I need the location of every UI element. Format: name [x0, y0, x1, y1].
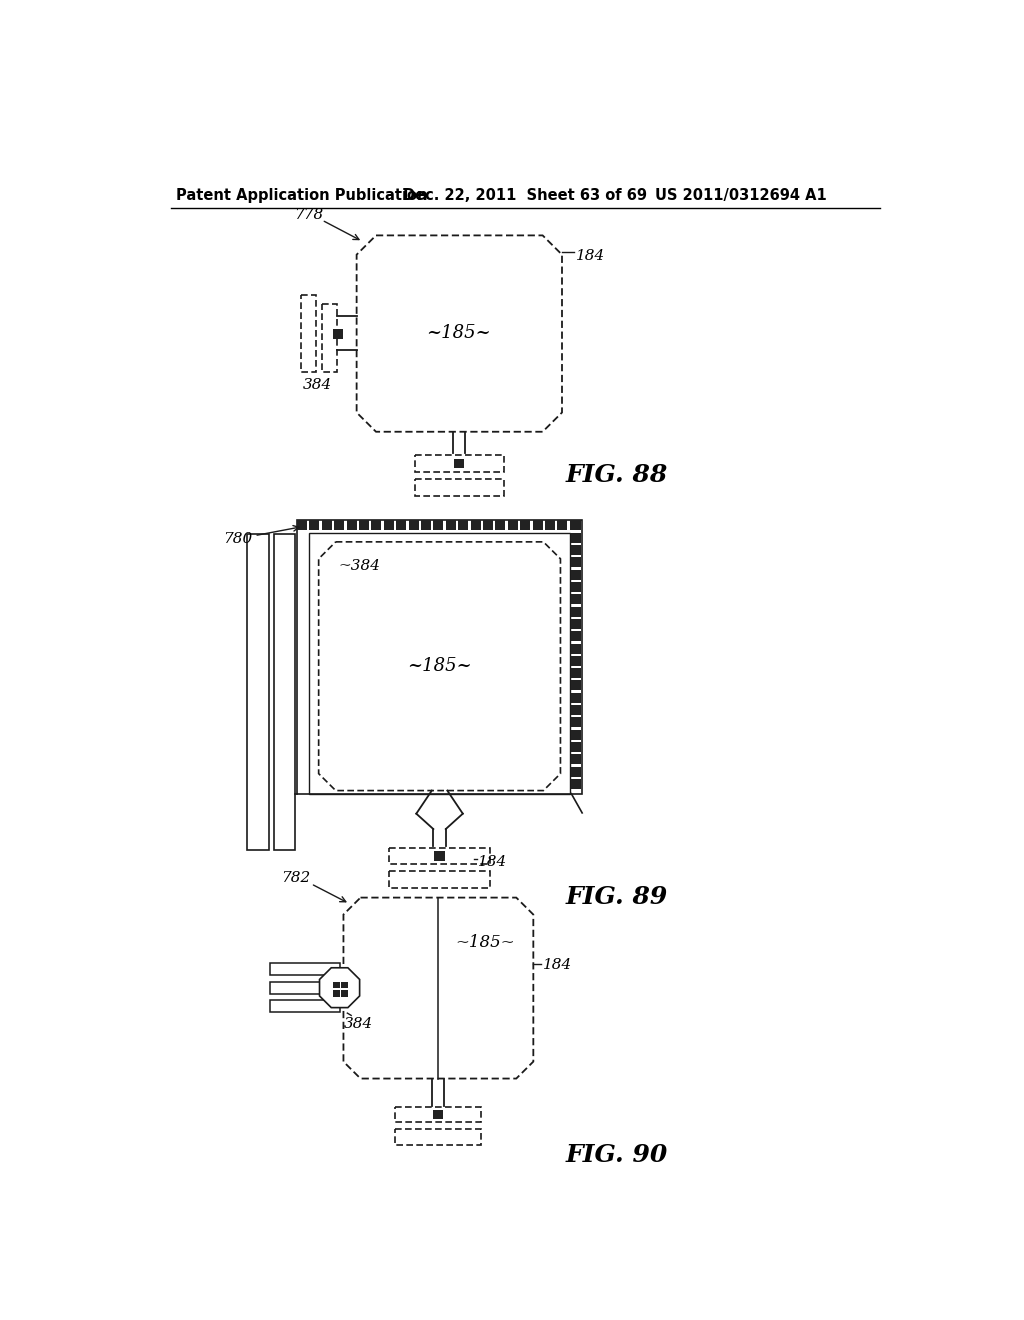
Bar — [571, 582, 582, 591]
Bar — [297, 520, 307, 531]
Bar — [309, 533, 569, 793]
Bar — [341, 990, 348, 997]
Bar — [434, 851, 445, 861]
Bar — [415, 455, 504, 471]
Bar — [571, 557, 582, 568]
Bar — [270, 1001, 340, 1012]
Bar — [571, 718, 582, 727]
Bar — [322, 520, 332, 531]
Text: ~384: ~384 — [338, 558, 380, 573]
Bar — [359, 520, 369, 531]
Text: Dec. 22, 2011  Sheet 63 of 69: Dec. 22, 2011 Sheet 63 of 69 — [403, 187, 647, 203]
Bar — [333, 982, 340, 989]
Bar — [409, 520, 419, 531]
Bar — [297, 520, 583, 793]
Bar — [454, 459, 464, 469]
Text: 184: 184 — [478, 855, 508, 870]
Bar — [333, 990, 340, 997]
Bar — [571, 594, 582, 605]
Bar — [571, 644, 582, 653]
Text: 780: 780 — [223, 532, 253, 546]
Bar — [334, 520, 344, 531]
Bar — [496, 520, 506, 531]
Text: 384: 384 — [343, 1016, 373, 1031]
Bar — [384, 520, 394, 531]
Text: 184: 184 — [575, 249, 605, 263]
Bar — [433, 1110, 442, 1119]
Bar — [571, 656, 582, 665]
Bar — [415, 479, 504, 496]
Bar — [270, 982, 340, 994]
Bar — [458, 520, 468, 531]
Bar — [571, 533, 582, 543]
Polygon shape — [356, 235, 562, 432]
Bar — [571, 779, 582, 789]
Bar — [341, 982, 348, 989]
Bar — [483, 520, 493, 531]
Text: FIG. 90: FIG. 90 — [566, 1143, 668, 1167]
Text: US 2011/0312694 A1: US 2011/0312694 A1 — [655, 187, 826, 203]
Bar — [571, 607, 582, 616]
Bar — [421, 520, 431, 531]
Bar — [520, 520, 530, 531]
Bar — [433, 520, 443, 531]
Bar — [571, 520, 582, 531]
Polygon shape — [343, 898, 534, 1078]
Bar — [571, 619, 582, 628]
Bar — [301, 294, 316, 372]
Bar — [471, 520, 480, 531]
Bar — [445, 520, 456, 531]
Text: 184: 184 — [543, 958, 571, 972]
Bar — [571, 730, 582, 739]
Bar — [395, 1107, 480, 1122]
Bar — [372, 520, 381, 531]
Text: FIG. 89: FIG. 89 — [566, 886, 668, 909]
Text: ~185~: ~185~ — [456, 933, 515, 950]
Bar — [571, 681, 582, 690]
Bar — [571, 631, 582, 642]
Bar — [571, 693, 582, 702]
Bar — [571, 755, 582, 764]
Bar — [333, 329, 343, 339]
Bar — [322, 304, 337, 372]
Bar — [395, 1130, 480, 1144]
Text: 384: 384 — [302, 378, 332, 392]
Polygon shape — [319, 968, 359, 1007]
Bar — [532, 520, 543, 531]
Bar — [273, 535, 295, 850]
Bar — [557, 520, 567, 531]
Bar — [309, 520, 319, 531]
Bar — [571, 767, 582, 776]
Bar — [571, 705, 582, 715]
Polygon shape — [318, 543, 560, 791]
Text: ~185~: ~185~ — [408, 657, 472, 675]
Bar — [571, 545, 582, 554]
Bar — [389, 847, 489, 865]
Text: 778: 778 — [295, 209, 324, 223]
Text: 782: 782 — [282, 871, 310, 884]
Bar — [270, 964, 340, 975]
Bar — [508, 520, 518, 531]
Bar — [571, 570, 582, 579]
Bar — [571, 668, 582, 678]
Text: ~185~: ~185~ — [427, 325, 492, 342]
Text: FIG. 88: FIG. 88 — [566, 462, 668, 487]
Bar — [389, 871, 489, 888]
Bar — [346, 520, 356, 531]
Bar — [545, 520, 555, 531]
Bar — [569, 520, 580, 531]
Bar — [571, 742, 582, 752]
Text: Patent Application Publication: Patent Application Publication — [176, 187, 428, 203]
Bar — [248, 535, 269, 850]
Bar — [396, 520, 407, 531]
